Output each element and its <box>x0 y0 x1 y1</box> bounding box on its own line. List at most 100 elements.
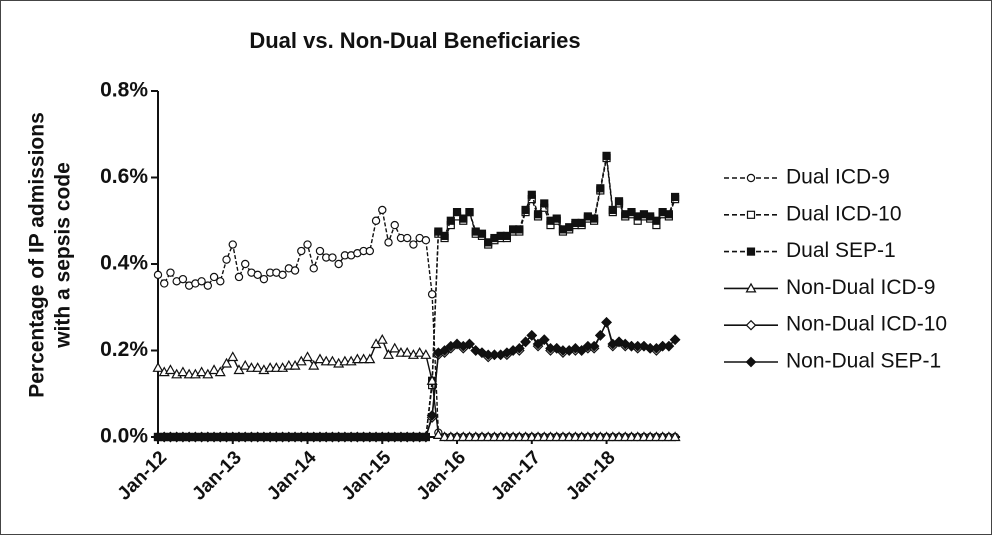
marker <box>414 346 426 357</box>
marker <box>540 199 549 208</box>
marker <box>513 342 525 354</box>
y-axis-label: with a sepsis code <box>52 162 75 349</box>
marker <box>209 272 219 282</box>
marker <box>403 233 412 243</box>
marker <box>389 342 401 353</box>
marker <box>214 366 226 377</box>
marker <box>178 274 188 284</box>
marker <box>465 208 474 217</box>
marker <box>652 216 661 225</box>
marker <box>669 431 681 442</box>
marker <box>153 270 163 280</box>
marker <box>477 229 487 238</box>
marker <box>384 238 393 247</box>
y-tick-label: 0.4% <box>100 252 148 275</box>
marker <box>596 184 605 193</box>
marker <box>371 216 381 225</box>
y-axis-label: Percentage of IP admissions <box>26 112 49 398</box>
marker <box>521 205 530 215</box>
chart-title: Dual vs. Non-Dual Beneficiaries <box>249 28 580 53</box>
marker <box>252 362 264 372</box>
marker <box>326 355 338 366</box>
y-tick-label: 0.6% <box>100 165 148 188</box>
legend-label: Dual SEP-1 <box>786 239 896 262</box>
marker <box>601 317 612 328</box>
marker <box>484 238 493 247</box>
marker <box>309 264 318 273</box>
marker <box>197 277 206 286</box>
legend-label: Non-Dual ICD-10 <box>786 313 947 336</box>
marker <box>166 268 175 277</box>
marker <box>152 362 164 372</box>
marker <box>589 214 599 223</box>
marker <box>177 366 189 377</box>
marker <box>527 190 536 199</box>
marker <box>565 223 574 232</box>
marker <box>160 279 169 288</box>
marker <box>334 259 343 269</box>
marker <box>421 236 431 245</box>
marker <box>303 240 312 249</box>
marker <box>532 338 544 350</box>
marker <box>515 225 524 234</box>
marker <box>440 231 449 240</box>
marker <box>464 338 475 350</box>
y-tick-label: 0.2% <box>100 338 148 361</box>
marker <box>328 253 337 262</box>
marker <box>502 231 511 240</box>
legend-label: Dual ICD-9 <box>786 166 890 189</box>
marker <box>745 319 757 331</box>
marker <box>627 208 636 217</box>
marker <box>646 212 655 221</box>
marker <box>227 351 239 362</box>
marker <box>241 259 250 269</box>
marker <box>314 353 326 364</box>
marker <box>602 151 611 160</box>
marker <box>426 410 438 421</box>
marker <box>594 330 606 341</box>
marker <box>746 173 756 183</box>
marker <box>670 192 680 202</box>
marker <box>552 214 561 223</box>
marker <box>297 246 306 256</box>
marker <box>520 336 531 348</box>
marker <box>669 334 681 346</box>
marker <box>222 255 231 264</box>
marker <box>459 214 468 223</box>
marker <box>663 340 675 352</box>
marker <box>315 246 325 256</box>
marker <box>427 290 437 299</box>
marker <box>390 220 399 230</box>
marker <box>378 205 387 215</box>
marker <box>228 240 237 249</box>
marker <box>216 277 225 286</box>
marker <box>164 364 176 375</box>
marker <box>745 356 757 368</box>
marker <box>203 281 213 290</box>
marker <box>614 197 624 206</box>
marker <box>290 266 300 275</box>
marker <box>364 353 376 364</box>
marker <box>365 246 375 256</box>
marker <box>253 270 262 280</box>
marker <box>308 359 320 370</box>
marker <box>577 218 586 228</box>
marker <box>234 272 244 282</box>
marker <box>576 345 587 356</box>
marker <box>259 274 269 284</box>
marker <box>588 340 600 352</box>
marker <box>745 282 757 293</box>
marker <box>664 210 673 219</box>
legend-label: Dual ICD-10 <box>786 202 902 225</box>
marker <box>434 227 443 236</box>
marker <box>452 208 462 217</box>
legend-label: Non-Dual SEP-1 <box>786 350 941 373</box>
marker <box>239 359 251 370</box>
marker <box>301 351 314 362</box>
marker <box>382 349 395 359</box>
marker <box>439 345 450 356</box>
marker <box>533 210 543 219</box>
